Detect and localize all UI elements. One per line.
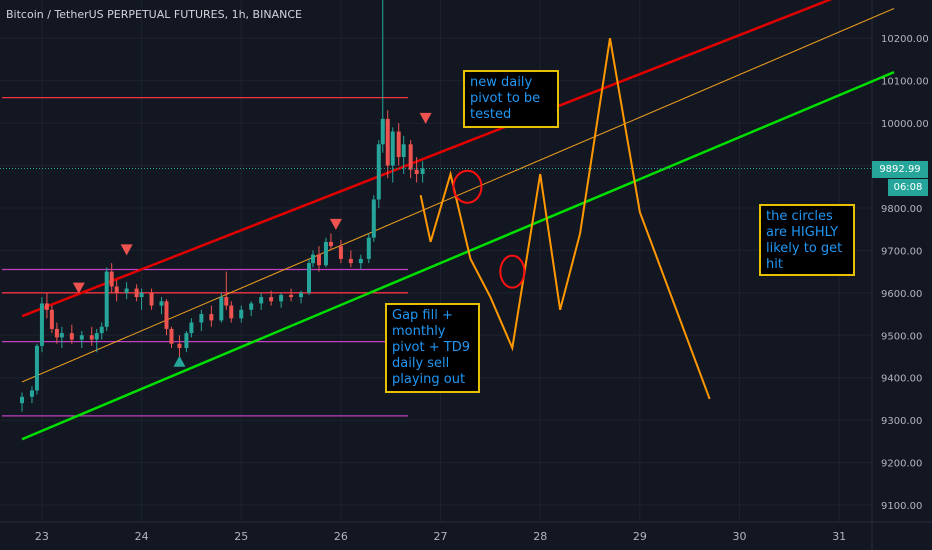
- price-tick-label: 9300.00: [881, 416, 922, 427]
- candle-body: [124, 288, 129, 293]
- time-tick-label: 28: [533, 530, 547, 543]
- time-tick-label: 31: [832, 530, 846, 543]
- time-tick-label: 25: [234, 530, 248, 543]
- candle-body: [169, 328, 174, 344]
- candle-body: [385, 118, 390, 166]
- time-tick-label: 23: [35, 530, 49, 543]
- td-buy-marker: [173, 355, 186, 367]
- candle-body: [34, 345, 39, 391]
- candle-body: [69, 333, 74, 340]
- candle-body: [420, 168, 425, 174]
- projection-path: [419, 38, 711, 400]
- time-tick-label: 26: [334, 530, 348, 543]
- candle-body: [310, 254, 315, 264]
- countdown-badge: 06:08: [888, 179, 928, 196]
- time-tick-label: 29: [633, 530, 647, 543]
- candle-body: [366, 237, 371, 259]
- last-price-badge: 9892.99: [872, 161, 928, 178]
- candle-body: [219, 297, 224, 321]
- candle-body: [390, 131, 395, 166]
- td-sell-marker: [72, 282, 85, 294]
- candle-body: [114, 286, 119, 293]
- candle-body: [29, 390, 34, 397]
- td-sell-marker: [329, 218, 342, 230]
- candle-body: [54, 328, 59, 338]
- candle-body: [289, 294, 294, 298]
- candle-body: [149, 292, 154, 306]
- candle-body: [408, 144, 413, 170]
- candle-body: [189, 322, 194, 334]
- price-tick-label: 9200.00: [881, 459, 922, 470]
- chart-title: Bitcoin / TetherUS PERPETUAL FUTURES, 1h…: [6, 8, 302, 21]
- candle-body: [109, 271, 114, 287]
- candle-body: [249, 303, 254, 310]
- candle-body: [380, 118, 385, 145]
- td-sell-marker: [419, 112, 432, 124]
- candle-body: [199, 314, 204, 323]
- target-circle-lower: [499, 254, 526, 289]
- candle-body: [224, 297, 229, 306]
- note-circles[interactable]: the circles are HIGHLY likely to get hit: [759, 204, 855, 276]
- price-tick-label: 10200.00: [881, 34, 929, 45]
- candle-body: [259, 297, 264, 304]
- candle-body: [44, 303, 49, 310]
- candle-body: [139, 292, 144, 298]
- candle-body: [401, 144, 406, 158]
- candle-body: [376, 144, 381, 200]
- candle-body: [59, 333, 64, 338]
- candle-body: [328, 241, 333, 247]
- price-tick-label: 10000.00: [881, 119, 929, 130]
- candle-body: [269, 297, 274, 302]
- price-tick-label: 9700.00: [881, 246, 922, 257]
- candle-body: [348, 258, 353, 264]
- candle-body: [299, 292, 304, 298]
- candle-body: [279, 294, 284, 302]
- note-new-daily-pivot[interactable]: new daily pivot to be tested: [463, 70, 559, 128]
- candle-body: [104, 271, 109, 327]
- candle-body: [338, 246, 343, 259]
- time-tick-label: 30: [733, 530, 747, 543]
- td-sell-marker: [120, 244, 133, 256]
- price-tick-label: 9600.00: [881, 289, 922, 300]
- candle-body: [159, 301, 164, 306]
- candle-body: [89, 335, 94, 340]
- price-tick-label: 9800.00: [881, 204, 922, 215]
- candle-body: [49, 309, 54, 329]
- candle-body: [99, 326, 104, 334]
- price-tick-label: 10100.00: [881, 77, 929, 88]
- candle-body: [184, 333, 189, 348]
- candle-body: [229, 305, 234, 319]
- candle-body: [177, 343, 182, 348]
- price-tick-label: 9400.00: [881, 374, 922, 385]
- candle-body: [307, 263, 312, 293]
- candle-body: [371, 199, 376, 238]
- candle-body: [239, 309, 244, 319]
- note-gap-fill[interactable]: Gap fill + monthly pivot + TD9 daily sel…: [385, 303, 480, 393]
- candle-body: [209, 314, 214, 321]
- candle-body: [396, 131, 401, 158]
- candle-body: [358, 258, 363, 264]
- candle-body: [323, 241, 328, 266]
- time-tick-label: 24: [135, 530, 149, 543]
- candle-body: [20, 396, 24, 404]
- price-tick-label: 9100.00: [881, 501, 922, 512]
- candle-body: [39, 303, 44, 346]
- trend-line: [21, 0, 833, 318]
- candle-body: [134, 288, 139, 298]
- candle-body: [414, 169, 419, 174]
- trend-line: [21, 70, 895, 441]
- target-circle-upper: [452, 169, 483, 204]
- time-tick-label: 27: [434, 530, 448, 543]
- price-tick-label: 9500.00: [881, 331, 922, 342]
- candle-body: [164, 301, 169, 329]
- candle-body: [316, 254, 321, 266]
- candle-body: [79, 335, 84, 340]
- candle-body: [94, 333, 99, 340]
